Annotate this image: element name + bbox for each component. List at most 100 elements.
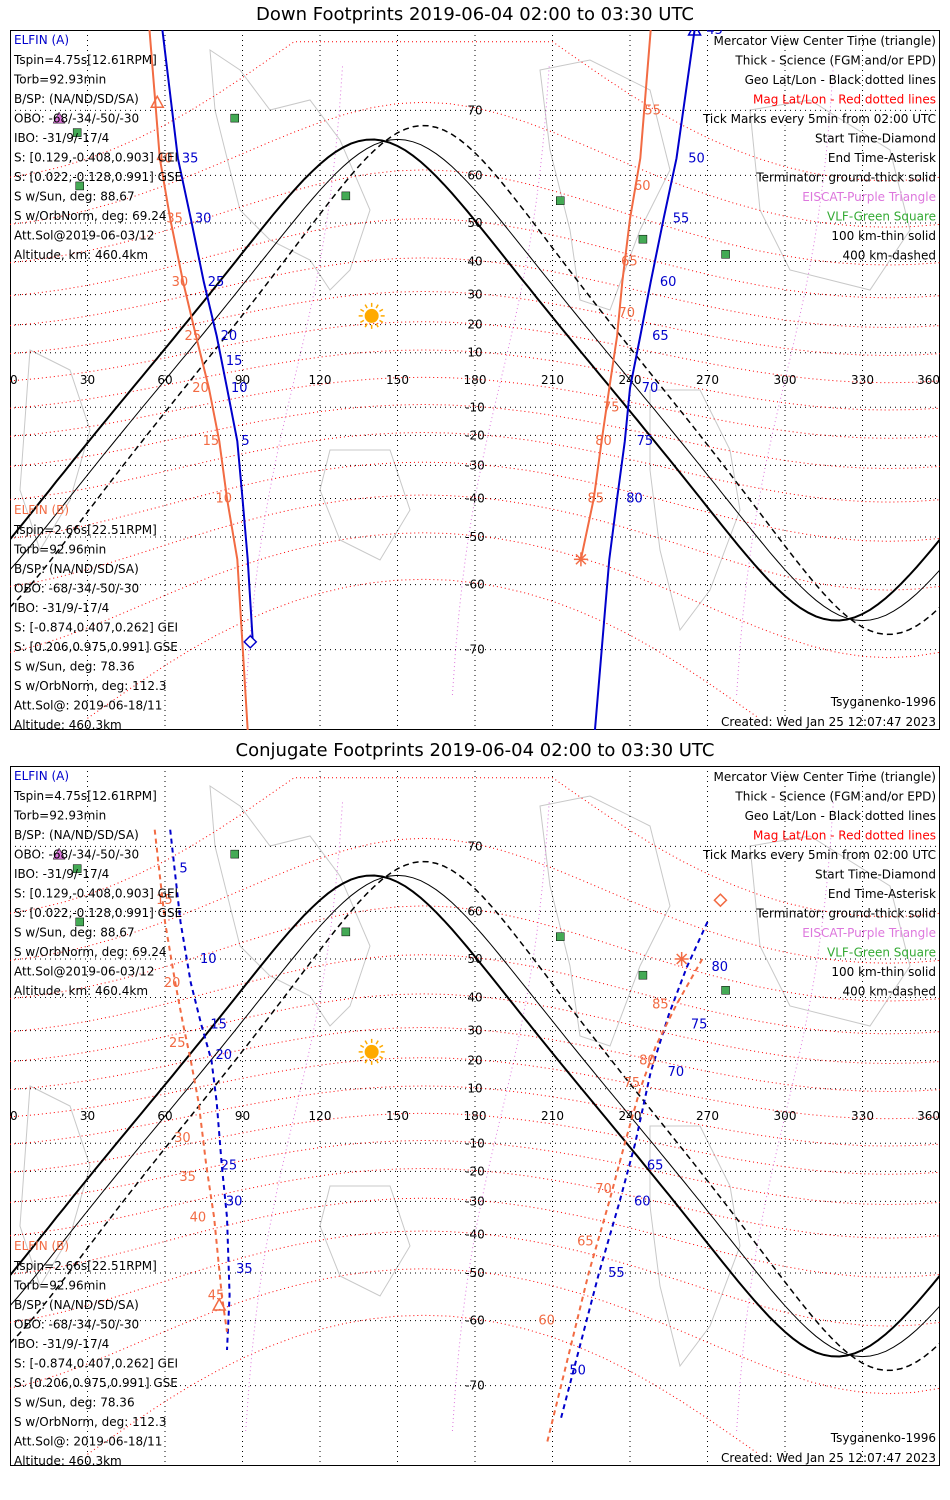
vlf-site-square <box>230 113 239 123</box>
vlf-site-square <box>72 864 82 873</box>
legend-entry: 100 km-thin solid <box>831 229 936 243</box>
sun-ray <box>375 323 379 328</box>
elfin-a-info-line: Altitude, km: 460.4km <box>14 248 148 262</box>
track-tick-label: 55 <box>673 212 690 227</box>
legend-entry: End Time-Asterisk <box>828 887 936 901</box>
lat-tick-label: -10 <box>465 400 485 414</box>
track-tick-label: 30 <box>195 212 212 227</box>
footprint-track <box>593 30 696 730</box>
mag-parallel <box>10 169 940 266</box>
track-tick-label: 65 <box>652 329 669 344</box>
lon-tick-label: 330 <box>851 1109 874 1123</box>
created-timestamp: Created: Wed Jan 25 12:07:47 2023 <box>721 1451 936 1465</box>
sun-ray <box>360 1044 365 1049</box>
elfin-b-info-line: Torb=92.96min <box>13 543 106 557</box>
legend-entry: Thick - Science (FGM and/or EPD) <box>734 790 936 804</box>
track-tick-label: 15 <box>210 1017 227 1032</box>
lat-tick-label: 20 <box>467 1054 482 1068</box>
track-tick-label: 45 <box>208 1288 225 1303</box>
coastline-outline <box>19 349 91 552</box>
legend-entry: EISCAT-Purple Triangle <box>802 926 936 940</box>
track-tick-label: 75 <box>691 1017 708 1032</box>
track-tick-label: 5 <box>179 862 187 877</box>
lon-tick-label: 300 <box>774 1109 797 1123</box>
lon-tick-label: 0 <box>10 1109 18 1123</box>
mag-parallel <box>10 376 940 439</box>
sun-ray <box>375 1040 379 1045</box>
elfin-b-info-line: OBO: -68/-34/-50/-30 <box>14 1318 139 1332</box>
elfin-b-info-line: S: [0.206,0.975,0.991] GSE <box>14 640 178 654</box>
map-conjugate: 0 30 60 90 120 150 180 210 240 270 300 330 360706050… <box>10 766 940 1466</box>
elfin-a-info-line: S w/OrbNorm, deg: 69.24 <box>14 945 166 959</box>
track-tick-label: 70 <box>668 1065 685 1080</box>
lon-tick-label: 90 <box>235 373 250 387</box>
sun-ray <box>379 1044 384 1049</box>
lon-tick-label: 30 <box>80 1109 95 1123</box>
lat-tick-label: -40 <box>465 492 485 506</box>
elfin-a-info-line: OBO: -68/-34/-50/-30 <box>14 848 139 862</box>
legend-entry: Mercator View Center Time (triangle) <box>714 770 936 784</box>
lat-tick-label: 60 <box>467 904 482 918</box>
lat-tick-label: 60 <box>467 168 482 182</box>
lon-tick-label: 150 <box>386 373 409 387</box>
track-tick-label: 45 <box>706 30 723 38</box>
terminator-ground <box>10 874 940 1358</box>
legend-entry: Tick Marks every 5min from 02:00 UTC <box>702 112 936 126</box>
track-tick-label: 25 <box>221 1159 238 1174</box>
vlf-site-square <box>341 927 351 937</box>
track-tick-label: 20 <box>216 1048 233 1063</box>
lat-tick-label: 10 <box>467 346 482 360</box>
geo-grid <box>10 766 940 1466</box>
track-tick-label: 70 <box>619 306 636 321</box>
mag-parallel <box>10 532 940 659</box>
legend-entry: Terminator: ground-thick solid <box>755 907 936 921</box>
vlf-site-square <box>556 932 565 941</box>
track-tick-label: 35 <box>182 151 199 166</box>
mag-parallel <box>10 905 940 1002</box>
legend-entry: EISCAT-Purple Triangle <box>802 190 936 204</box>
sun-ray <box>364 1040 368 1045</box>
mag-parallel <box>10 349 940 411</box>
elfin-b-info-line: S w/Sun, deg: 78.36 <box>14 1396 135 1410</box>
elfin-b-info-line: Torb=92.96min <box>13 1279 106 1293</box>
view-center-triangle <box>687 30 702 36</box>
mag-parallel <box>10 290 940 357</box>
terminator-100km <box>10 874 940 1358</box>
elfin-b-info-line: IBO: -31/9/-17/4 <box>14 601 109 615</box>
legend-entry: Mercator View Center Time (triangle) <box>714 34 936 48</box>
legend-entry: VLF-Green Square <box>827 210 936 224</box>
sun-ray <box>360 308 365 313</box>
eiscat-site-triangle <box>52 847 66 860</box>
elfin-a-info-line: S: [0.022,-0.128,0.991] GSE <box>14 906 182 920</box>
sun-icon <box>358 1038 385 1065</box>
model-label: Tsyganenko-1996 <box>830 1431 936 1445</box>
terminator-400km <box>10 860 940 1372</box>
lat-tick-label: -10 <box>465 1136 485 1150</box>
sun-ray <box>364 323 368 328</box>
elfin-b-info-line: Att.Sol@: 2019-06-18/11 <box>14 1435 162 1449</box>
coastline-outline <box>749 835 911 1027</box>
coastline-outline <box>649 1125 741 1368</box>
elfin-b-header: ELFIN (B) <box>14 1239 69 1253</box>
track-tick-label: 20 <box>164 976 181 991</box>
eiscat-site-triangle <box>52 111 66 124</box>
track-tick-label: 65 <box>621 254 638 269</box>
footprint-track <box>148 30 249 730</box>
lat-tick-label: -70 <box>465 1379 485 1393</box>
lat-tick-label: 10 <box>467 1082 482 1096</box>
sun-ray <box>360 319 365 324</box>
track-tick-label: 70 <box>595 1182 612 1197</box>
mag-parallel <box>10 321 940 384</box>
elfin-a-info-line: B/SP: (NA/ND/SD/SA) <box>14 828 139 842</box>
lat-tick-label: -20 <box>465 428 485 442</box>
end-asterisk <box>674 951 689 966</box>
vlf-site-square <box>556 196 565 205</box>
elfin-b-info-line: IBO: -31/9/-17/4 <box>14 1337 109 1351</box>
map-down: 0 30 60 90 120 150 180 210 240 270 300 330 360706050… <box>10 30 940 730</box>
mag-parallel <box>10 1268 940 1395</box>
lat-tick-label: -60 <box>465 578 485 592</box>
track-tick-label: 30 <box>174 1131 191 1146</box>
legend-entry: Thick - Science (FGM and/or EPD) <box>734 54 936 68</box>
elfin-a-info-line: S w/Sun, deg: 88.67 <box>14 926 135 940</box>
start-diamond <box>713 893 728 908</box>
